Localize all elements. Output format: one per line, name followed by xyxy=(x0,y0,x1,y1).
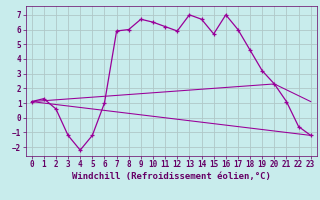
X-axis label: Windchill (Refroidissement éolien,°C): Windchill (Refroidissement éolien,°C) xyxy=(72,172,271,181)
